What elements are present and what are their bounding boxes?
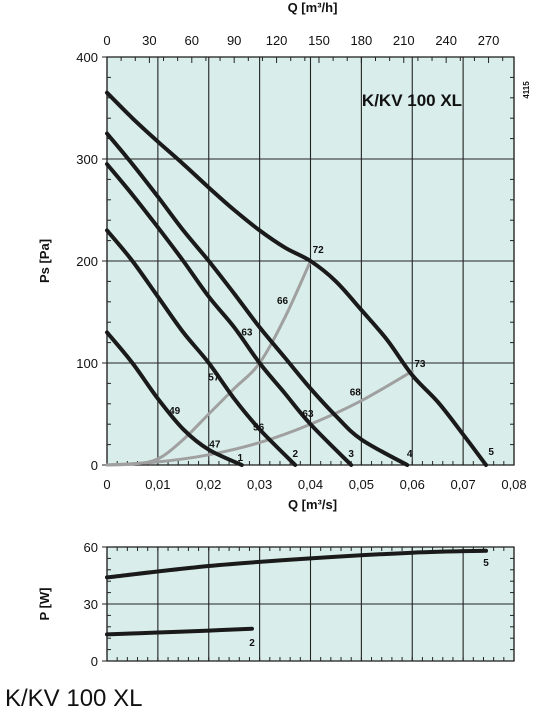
fan-curve-5 [105, 90, 488, 467]
system-curve [105, 369, 414, 467]
x-tick-label: 0,03 [247, 477, 272, 492]
curve-annotation: 47 [209, 440, 221, 451]
curve-annotation: 66 [277, 296, 289, 307]
x-tick-label: 0 [103, 477, 110, 492]
x-tick-label: 0,05 [349, 477, 374, 492]
fan-curve-3 [105, 162, 354, 467]
x-tick-label: 0,07 [450, 477, 475, 492]
x-tick-label: 0,04 [298, 477, 323, 492]
x-axis-title: Q [m³/s] [288, 497, 337, 512]
x-tick-label: 0,02 [196, 477, 221, 492]
y-tick-label: 400 [76, 50, 98, 65]
curve-annotation: 49 [169, 406, 181, 417]
curve-annotation: 72 [313, 245, 325, 256]
curve-annotation: 5 [488, 447, 494, 458]
curve-annotation: 4 [407, 449, 413, 460]
x2-tick-label: 270 [478, 33, 500, 48]
y-tick-label: 100 [76, 356, 98, 371]
power-curve-annotation: 2 [249, 638, 255, 649]
x2-tick-label: 180 [351, 33, 373, 48]
curve-annotation: 68 [350, 388, 362, 399]
fan-curve-1 [105, 330, 244, 467]
power-curve-5 [105, 548, 488, 580]
y-tick-label: 300 [76, 152, 98, 167]
y-tick-label: 200 [76, 254, 98, 269]
x-tick-label: 0,08 [501, 477, 526, 492]
y-axis-title: Ps [Pa] [37, 239, 52, 283]
x2-axis-title: Q [m³/h] [288, 0, 338, 15]
power-y-tick-label: 30 [84, 597, 98, 612]
curve-annotation: 3 [348, 449, 354, 460]
x-tick-label: 0,06 [400, 477, 425, 492]
x2-tick-label: 0 [103, 33, 110, 48]
power-y-tick-label: 0 [91, 654, 98, 669]
x-tick-label: 0,01 [145, 477, 170, 492]
x2-tick-label: 240 [435, 33, 457, 48]
chart-code: 4115 [522, 81, 531, 99]
x2-tick-label: 90 [227, 33, 241, 48]
curve-annotation: 73 [414, 359, 426, 370]
power-curve-annotation: 5 [483, 558, 489, 569]
x2-tick-label: 150 [308, 33, 330, 48]
footer-title: K/KV 100 XL [5, 685, 143, 712]
power-y-tick-label: 60 [84, 540, 98, 555]
curve-annotation: 63 [302, 409, 314, 420]
curve-annotation: 63 [241, 327, 253, 338]
power-plot-border [106, 546, 515, 662]
chart-title: K/KV 100 XL [362, 91, 462, 110]
main-plot-border [106, 56, 515, 466]
curve-annotation: 2 [292, 449, 298, 460]
fan-curve-4 [105, 131, 410, 467]
x2-tick-label: 60 [185, 33, 199, 48]
y-tick-label: 0 [91, 458, 98, 473]
x2-tick-label: 120 [266, 33, 288, 48]
curve-annotation: 56 [253, 422, 265, 433]
curve-annotation: 1 [238, 453, 244, 464]
power-y-axis-title: P [W] [37, 588, 52, 621]
curve-annotation: 57 [208, 372, 220, 383]
x2-tick-label: 30 [142, 33, 156, 48]
fan-curve-2 [105, 228, 298, 467]
power-curve-2 [105, 626, 254, 637]
x2-tick-label: 210 [393, 33, 415, 48]
